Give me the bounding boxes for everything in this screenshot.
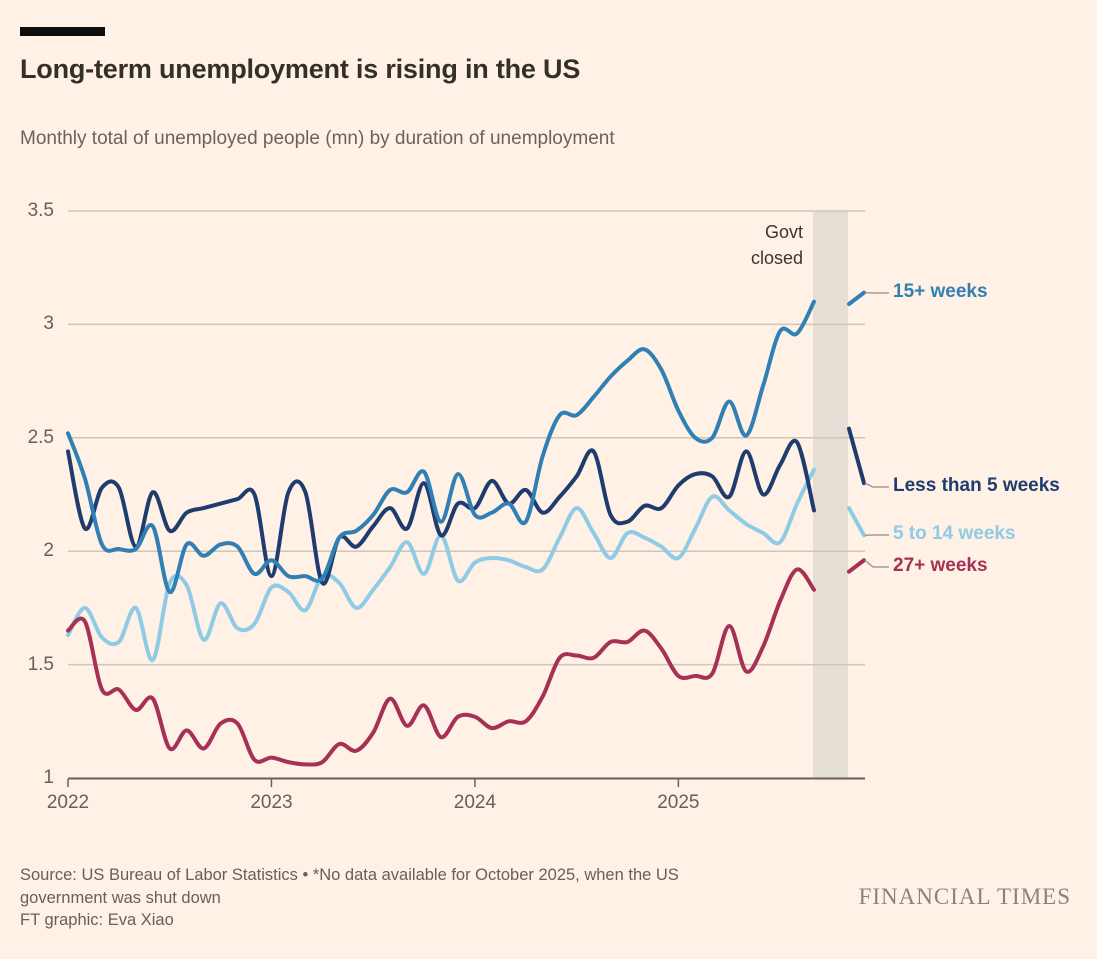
govt-closed-line1: Govt xyxy=(764,222,803,242)
chart-subtitle: Monthly total of unemployed people (mn) … xyxy=(20,128,615,149)
legend-15plus-weeks: 15+ weeks xyxy=(893,281,988,302)
y-tick-label: 3 xyxy=(43,313,54,335)
source-note: Source: US Bureau of Labor Statistics • … xyxy=(20,866,679,907)
accent-bar xyxy=(20,27,105,36)
y-tick-label: 2 xyxy=(43,540,54,562)
y-tick-label: 1 xyxy=(43,767,54,788)
legend-less-than-5-weeks: Less than 5 weeks xyxy=(893,475,1060,496)
y-tick-label: 3.5 xyxy=(27,200,54,221)
x-tick-label: 2025 xyxy=(657,792,700,813)
x-tick-label: 2023 xyxy=(250,792,293,813)
x-tick-label: 2022 xyxy=(46,792,90,813)
page-title: Long-term unemployment is rising in the … xyxy=(20,54,581,84)
govt-closed-line2: closed xyxy=(750,248,803,268)
legend-27plus-weeks: 27+ weeks xyxy=(893,555,988,576)
x-tick-label: 2024 xyxy=(453,792,497,813)
y-tick-label: 1.5 xyxy=(27,653,54,675)
govt-closed-annotation: Govt closed xyxy=(663,219,803,271)
y-tick-label: 2.5 xyxy=(27,426,54,448)
financial-times-logo: FINANCIAL TIMES xyxy=(858,884,1071,909)
graphic-credit: FT graphic: Eva Xiao xyxy=(20,911,174,929)
legend-5-to-14-weeks: 5 to 14 weeks xyxy=(893,523,1016,544)
